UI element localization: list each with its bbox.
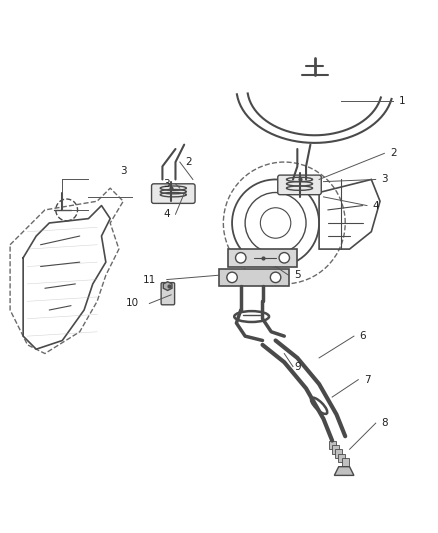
Polygon shape [163, 282, 172, 290]
FancyBboxPatch shape [152, 184, 195, 204]
Text: 9: 9 [294, 361, 300, 372]
Text: 3: 3 [163, 179, 170, 189]
Text: 4: 4 [163, 209, 170, 219]
Text: 3: 3 [381, 174, 388, 184]
FancyBboxPatch shape [161, 282, 175, 305]
Text: 6: 6 [359, 331, 366, 341]
Circle shape [279, 253, 290, 263]
FancyBboxPatch shape [278, 175, 321, 195]
Text: 11: 11 [143, 274, 156, 285]
Text: 8: 8 [381, 418, 388, 428]
Polygon shape [328, 441, 336, 449]
Text: 1: 1 [399, 96, 405, 106]
Polygon shape [219, 269, 289, 286]
Text: 5: 5 [294, 270, 300, 280]
Polygon shape [334, 467, 354, 475]
Polygon shape [228, 249, 297, 266]
Text: 2: 2 [390, 148, 396, 158]
Polygon shape [342, 458, 349, 467]
Text: 10: 10 [125, 298, 138, 309]
Text: 3: 3 [120, 166, 127, 176]
Polygon shape [335, 449, 342, 458]
Text: 7: 7 [364, 375, 370, 385]
Circle shape [227, 272, 237, 282]
Circle shape [236, 253, 246, 263]
Text: 2: 2 [185, 157, 192, 167]
Text: 4: 4 [372, 200, 379, 211]
Circle shape [270, 272, 281, 282]
Polygon shape [332, 445, 339, 454]
Polygon shape [339, 454, 346, 462]
